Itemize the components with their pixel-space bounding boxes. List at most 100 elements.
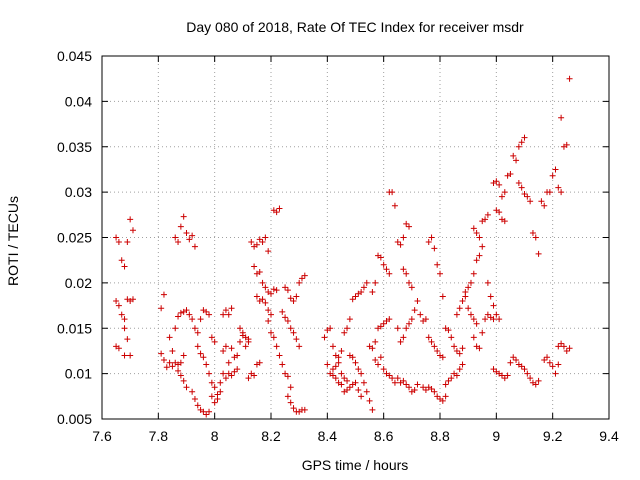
data-point-plus [391,379,398,386]
data-point-plus [482,316,489,323]
data-point-plus [239,329,246,336]
data-point-plus [360,379,367,386]
data-point-plus [158,305,165,312]
data-point-plus [442,393,449,400]
data-point-plus [513,157,520,164]
data-point-plus [189,316,196,323]
data-points [113,75,573,418]
data-point-plus [403,220,410,227]
data-point-plus [375,361,382,368]
data-point-plus [558,340,565,347]
data-point-plus [456,305,463,312]
data-point-plus [282,370,289,377]
data-point-plus [349,354,356,361]
data-point-plus [431,343,438,350]
x-tick-label: 7.6 [92,428,112,444]
data-point-plus [425,239,432,246]
data-point-plus [259,239,266,246]
data-point-plus [386,316,393,323]
data-point-plus [265,248,272,255]
data-point-plus [332,375,339,382]
data-point-plus [467,279,474,286]
data-point-plus [175,367,182,374]
data-point-plus [191,396,198,403]
data-point-plus [490,366,497,373]
data-point-plus [482,216,489,223]
data-point-plus [498,372,505,379]
data-point-plus [507,359,514,366]
data-point-plus [510,152,517,159]
data-point-plus [411,386,418,393]
data-point-plus [118,311,125,318]
data-point-plus [358,393,365,400]
data-point-plus [177,309,184,316]
data-point-plus [217,379,224,386]
data-point-plus [332,363,339,370]
data-point-plus [341,375,348,382]
data-point-plus [555,343,562,350]
data-point-plus [284,373,291,380]
data-point-plus [175,239,182,246]
data-point-plus [186,236,193,243]
y-axis-label: ROTI / TECUs [5,196,21,286]
x-tick-label: 9.4 [599,428,619,444]
data-point-plus [245,375,252,382]
data-point-plus [203,411,210,418]
data-point-plus [262,299,269,306]
data-point-plus [276,352,283,359]
data-point-plus [172,325,179,332]
data-point-plus [242,343,249,350]
data-point-plus [445,327,452,334]
data-point-plus [127,216,134,223]
data-point-plus [366,397,373,404]
data-point-plus [276,205,283,212]
data-point-plus [206,311,213,318]
data-point-plus [186,311,193,318]
data-point-plus [121,325,128,332]
data-point-plus [487,293,494,300]
data-point-plus [172,234,179,241]
data-point-plus [338,347,345,354]
data-point-plus [552,370,559,377]
data-point-plus [279,308,286,315]
data-point-plus [510,354,517,361]
data-point-plus [222,375,229,382]
data-point-plus [228,305,235,312]
data-point-plus [496,181,503,188]
data-point-plus [180,213,187,220]
data-point-plus [535,377,542,384]
data-point-plus [566,345,573,352]
data-point-plus [394,239,401,246]
y-tick-label: 0.025 [57,230,92,246]
data-point-plus [377,254,384,261]
data-point-plus [386,372,393,379]
data-point-plus [521,366,528,373]
data-point-plus [372,338,379,345]
data-point-plus [563,141,570,148]
data-point-plus [560,343,567,350]
data-point-plus [197,316,204,323]
x-tick-label: 8.2 [261,428,281,444]
data-point-plus [448,334,455,341]
data-point-plus [451,343,458,350]
data-point-plus [256,268,263,275]
data-point-plus [518,363,525,370]
x-tick-label: 8.8 [430,428,450,444]
data-point-plus [200,408,207,415]
data-point-plus [377,323,384,330]
data-point-plus [293,336,300,343]
data-point-plus [428,386,435,393]
data-point-plus [329,372,336,379]
data-point-plus [346,384,353,391]
data-point-plus [183,307,190,314]
data-point-plus [549,363,556,370]
data-point-plus [169,347,176,354]
data-point-plus [439,354,446,361]
x-tick-label: 8.6 [374,428,394,444]
data-point-plus [496,209,503,216]
data-point-plus [121,263,128,270]
data-point-plus [349,296,356,303]
data-point-plus [391,202,398,209]
data-point-plus [493,311,500,318]
